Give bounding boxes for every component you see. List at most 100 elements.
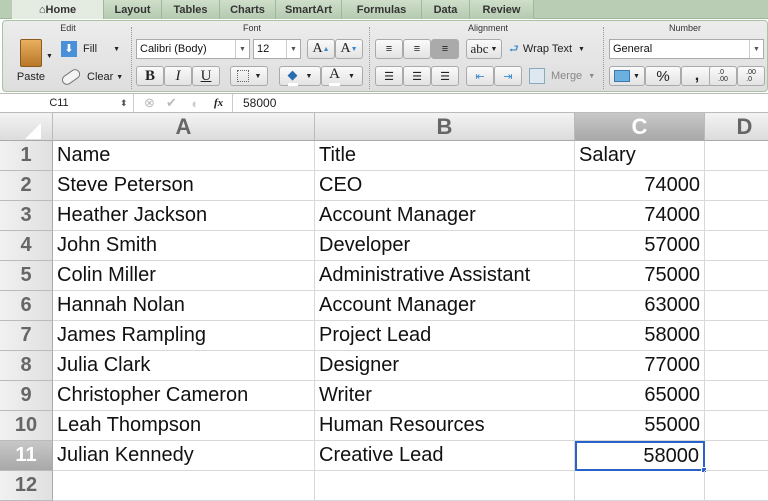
currency-button[interactable]: ▼: [609, 66, 645, 86]
row-header[interactable]: 10: [0, 411, 53, 441]
cell-B5[interactable]: Administrative Assistant: [315, 261, 575, 291]
cell-C3[interactable]: 74000: [575, 201, 705, 231]
row-header[interactable]: 11: [0, 441, 53, 471]
function-wizard-icon[interactable]: ◖: [190, 95, 198, 111]
clear-button[interactable]: Clear ▼: [59, 67, 123, 87]
column-header-a[interactable]: A: [53, 113, 315, 141]
cell-B1[interactable]: Title: [315, 141, 575, 171]
cell-D7[interactable]: [705, 321, 768, 351]
row-header[interactable]: 4: [0, 231, 53, 261]
row-header[interactable]: 5: [0, 261, 53, 291]
cell-C12[interactable]: [575, 471, 705, 501]
align-middle-button[interactable]: ≡: [403, 39, 431, 59]
italic-button[interactable]: I: [164, 66, 192, 86]
cell-D6[interactable]: [705, 291, 768, 321]
cell-A3[interactable]: Heather Jackson: [53, 201, 315, 231]
align-left-button[interactable]: ☰: [375, 66, 403, 86]
align-top-button[interactable]: ≡: [375, 39, 403, 59]
column-header-b[interactable]: B: [315, 113, 575, 141]
align-right-button[interactable]: ☰: [431, 66, 459, 86]
column-header-c[interactable]: C: [575, 113, 705, 141]
cell-D2[interactable]: [705, 171, 768, 201]
fx-icon[interactable]: fx: [214, 97, 224, 109]
cell-C1[interactable]: Salary: [575, 141, 705, 171]
name-box[interactable]: C11: [49, 97, 69, 109]
cell-A2[interactable]: Steve Peterson: [53, 171, 315, 201]
cell-B4[interactable]: Developer: [315, 231, 575, 261]
cell-B6[interactable]: Account Manager: [315, 291, 575, 321]
cell-B7[interactable]: Project Lead: [315, 321, 575, 351]
underline-button[interactable]: U: [192, 66, 220, 86]
increase-decimal-button[interactable]: .0 .00: [709, 66, 737, 86]
cell-A4[interactable]: John Smith: [53, 231, 315, 261]
row-header[interactable]: 12: [0, 471, 53, 501]
tab-charts[interactable]: Charts: [220, 0, 276, 19]
font-name-select[interactable]: Calibri (Body) ▼: [136, 39, 250, 59]
row-header[interactable]: 7: [0, 321, 53, 351]
cell-C11[interactable]: 58000: [575, 441, 707, 473]
cell-D10[interactable]: [705, 411, 768, 441]
row-header[interactable]: 2: [0, 171, 53, 201]
font-size-select[interactable]: 12 ▼: [253, 39, 301, 59]
merge-button[interactable]: Merge ▼: [529, 66, 595, 86]
tab-layout[interactable]: Layout: [104, 0, 162, 19]
cell-C5[interactable]: 75000: [575, 261, 705, 291]
cell-C8[interactable]: 77000: [575, 351, 705, 381]
borders-button[interactable]: ▼: [230, 66, 268, 86]
cell-A10[interactable]: Leah Thompson: [53, 411, 315, 441]
tab-formulas[interactable]: Formulas: [342, 0, 422, 19]
increase-indent-button[interactable]: ⇥: [494, 66, 522, 86]
cell-B8[interactable]: Designer: [315, 351, 575, 381]
cell-B9[interactable]: Writer: [315, 381, 575, 411]
cell-A6[interactable]: Hannah Nolan: [53, 291, 315, 321]
cell-B12[interactable]: [315, 471, 575, 501]
tab-home[interactable]: ⌂ Home: [12, 0, 104, 19]
row-header[interactable]: 1: [0, 141, 53, 171]
cell-C6[interactable]: 63000: [575, 291, 705, 321]
formula-input[interactable]: 58000: [232, 94, 276, 112]
cell-A7[interactable]: James Rampling: [53, 321, 315, 351]
cell-C4[interactable]: 57000: [575, 231, 705, 261]
row-header[interactable]: 8: [0, 351, 53, 381]
bold-button[interactable]: B: [136, 66, 164, 86]
cell-A11[interactable]: Julian Kennedy: [53, 441, 315, 471]
cell-D12[interactable]: [705, 471, 768, 501]
row-header[interactable]: 6: [0, 291, 53, 321]
cell-D4[interactable]: [705, 231, 768, 261]
cell-A5[interactable]: Colin Miller: [53, 261, 315, 291]
cell-D8[interactable]: [705, 351, 768, 381]
number-format-select[interactable]: General ▼: [609, 39, 764, 59]
cell-B3[interactable]: Account Manager: [315, 201, 575, 231]
row-header[interactable]: 3: [0, 201, 53, 231]
cell-B11[interactable]: Creative Lead: [315, 441, 575, 471]
shrink-font-button[interactable]: A ▼: [335, 39, 363, 59]
cell-D5[interactable]: [705, 261, 768, 291]
font-color-button[interactable]: A ▼: [321, 66, 363, 86]
percent-button[interactable]: %: [645, 66, 681, 86]
cell-D11[interactable]: [705, 441, 768, 471]
paste-dropdown-icon[interactable]: ▼: [46, 53, 53, 60]
name-box-stepper[interactable]: ⬍: [120, 97, 128, 108]
decrease-decimal-button[interactable]: .00 .0: [737, 66, 765, 86]
cell-C9[interactable]: 65000: [575, 381, 705, 411]
cell-C10[interactable]: 55000: [575, 411, 705, 441]
cell-D9[interactable]: [705, 381, 768, 411]
confirm-icon[interactable]: ✔: [166, 95, 177, 110]
cell-C2[interactable]: 74000: [575, 171, 705, 201]
decrease-indent-button[interactable]: ⇤: [466, 66, 494, 86]
row-header[interactable]: 9: [0, 381, 53, 411]
cell-B10[interactable]: Human Resources: [315, 411, 575, 441]
align-center-button[interactable]: ☰: [403, 66, 431, 86]
orientation-button[interactable]: abc ▼: [466, 39, 502, 59]
select-all-button[interactable]: [0, 113, 53, 141]
cell-D3[interactable]: [705, 201, 768, 231]
paste-button[interactable]: Paste: [11, 39, 51, 89]
tab-data[interactable]: Data: [422, 0, 470, 19]
cell-C7[interactable]: 58000: [575, 321, 705, 351]
tab-review[interactable]: Review: [470, 0, 534, 19]
cell-B2[interactable]: CEO: [315, 171, 575, 201]
cancel-icon[interactable]: ⊗: [133, 94, 155, 112]
grow-font-button[interactable]: A ▲: [307, 39, 335, 59]
align-bottom-button[interactable]: ≡: [431, 39, 459, 59]
cell-A1[interactable]: Name: [53, 141, 315, 171]
